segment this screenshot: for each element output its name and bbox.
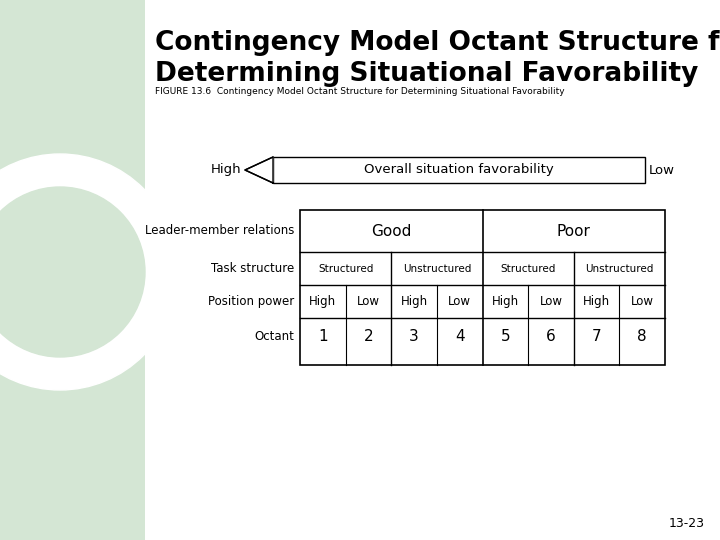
Text: High: High xyxy=(210,164,241,177)
Bar xyxy=(273,157,645,183)
Text: 7: 7 xyxy=(592,329,601,344)
Text: Low: Low xyxy=(448,295,471,308)
Bar xyxy=(145,0,720,540)
Circle shape xyxy=(0,154,178,390)
Text: Low: Low xyxy=(357,295,380,308)
Text: High: High xyxy=(400,295,428,308)
Bar xyxy=(0,0,145,540)
Text: Structured: Structured xyxy=(318,264,373,273)
Text: High: High xyxy=(583,295,610,308)
Text: 2: 2 xyxy=(364,329,373,344)
Text: Unstructured: Unstructured xyxy=(402,264,471,273)
Text: 6: 6 xyxy=(546,329,556,344)
Text: Low: Low xyxy=(539,295,562,308)
Text: Unstructured: Unstructured xyxy=(585,264,654,273)
Text: Leader-member relations: Leader-member relations xyxy=(145,225,294,238)
Text: Contingency Model Octant Structure for
Determining Situational Favorability: Contingency Model Octant Structure for D… xyxy=(155,30,720,87)
Text: Position power: Position power xyxy=(208,295,294,308)
Text: 5: 5 xyxy=(500,329,510,344)
Bar xyxy=(145,0,720,540)
Text: Good: Good xyxy=(371,224,411,239)
Circle shape xyxy=(0,154,178,390)
Text: Octant: Octant xyxy=(254,330,294,343)
Text: Task structure: Task structure xyxy=(211,262,294,275)
Text: Low: Low xyxy=(631,295,654,308)
Text: 8: 8 xyxy=(637,329,647,344)
Text: High: High xyxy=(310,295,336,308)
Text: 4: 4 xyxy=(455,329,464,344)
Circle shape xyxy=(0,187,145,357)
Polygon shape xyxy=(245,157,273,183)
Circle shape xyxy=(0,187,145,357)
Bar xyxy=(300,210,665,365)
Text: High: High xyxy=(492,295,519,308)
Text: 1: 1 xyxy=(318,329,328,344)
Text: Low: Low xyxy=(649,164,675,177)
Text: 13-23: 13-23 xyxy=(669,517,705,530)
Bar xyxy=(0,0,145,540)
Text: 3: 3 xyxy=(409,329,419,344)
Text: Poor: Poor xyxy=(557,224,590,239)
Text: Overall situation favorability: Overall situation favorability xyxy=(364,164,554,177)
Text: FIGURE 13.6  Contingency Model Octant Structure for Determining Situational Favo: FIGURE 13.6 Contingency Model Octant Str… xyxy=(155,87,564,96)
Text: Structured: Structured xyxy=(500,264,556,273)
